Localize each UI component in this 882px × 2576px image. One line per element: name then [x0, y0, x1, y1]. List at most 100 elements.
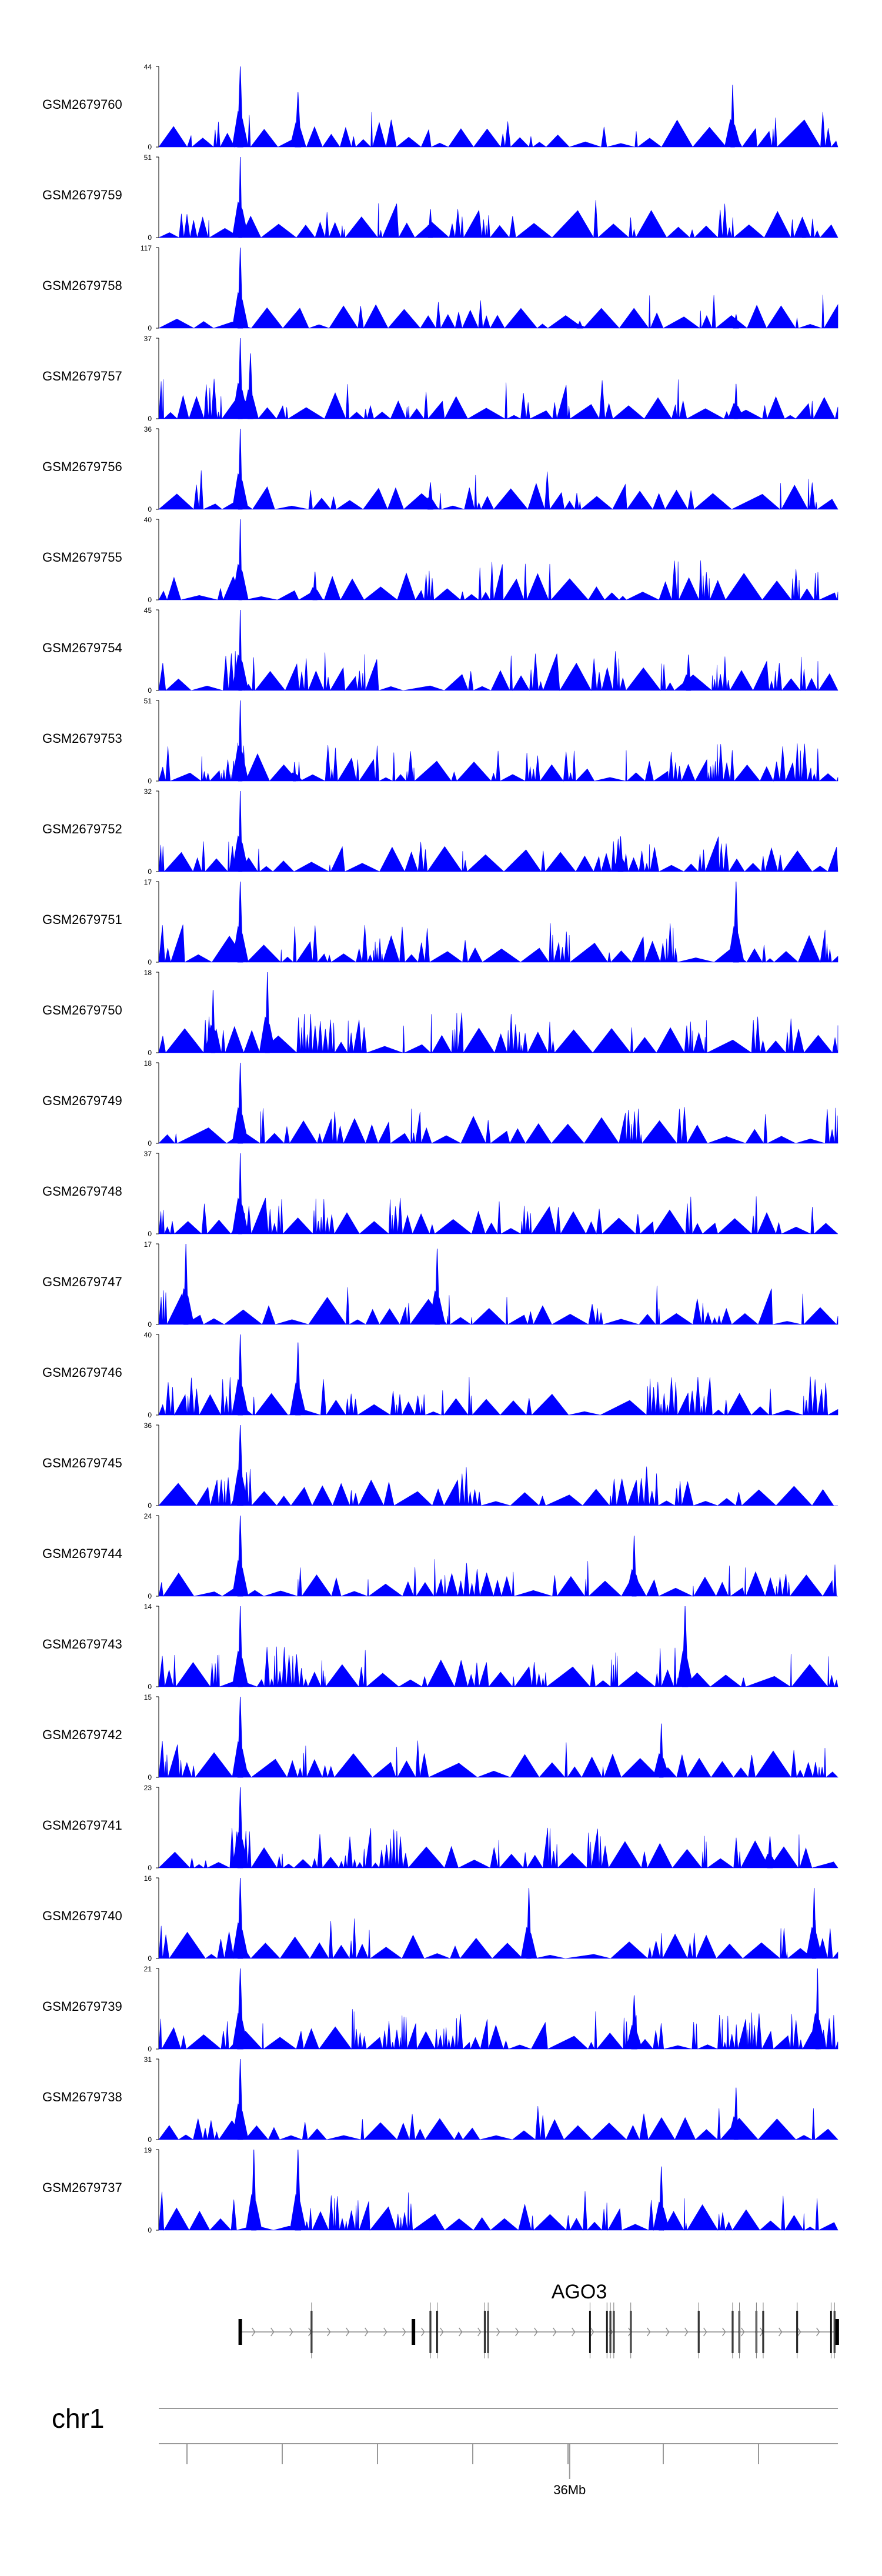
coverage-peak-shoulder: [809, 2013, 826, 2049]
coverage-area: [158, 1376, 838, 1416]
coverage-area: [158, 295, 838, 329]
coverage-area: [158, 2191, 838, 2231]
strand-arrow: [534, 2327, 538, 2337]
track-GSM2679760: GSM2679760 44 0: [42, 63, 838, 151]
track-GSM2679748: GSM2679748 37 0: [42, 1150, 838, 1238]
y-min-label: 0: [148, 1773, 152, 1781]
coverage-area: [158, 836, 838, 873]
coverage-peak-shoulder: [232, 1379, 249, 1415]
y-min-label: 0: [148, 2045, 152, 2053]
strand-arrow: [346, 2327, 350, 2337]
track-label: GSM2679748: [42, 1184, 122, 1199]
y-min-label: 0: [148, 596, 152, 604]
strand-arrow: [383, 2327, 387, 2337]
exon: [238, 2319, 242, 2345]
coverage-peak-shoulder: [232, 201, 249, 238]
y-max-label: 19: [144, 2146, 152, 2154]
y-max-label: 51: [144, 697, 152, 705]
coverage-peak-shoulder: [245, 2194, 262, 2230]
strand-arrow: [496, 2327, 500, 2337]
coverage-peak-shoulder: [259, 1016, 276, 1053]
strand-arrow: [797, 2327, 801, 2337]
gene-name-label: AGO3: [552, 2281, 607, 2303]
strand-arrow: [553, 2327, 557, 2337]
track-GSM2679755: GSM2679755 40 0: [42, 516, 838, 604]
track-label: GSM2679753: [42, 731, 122, 746]
coverage-area: [158, 1286, 838, 1326]
y-min-label: 0: [148, 1864, 152, 1872]
track-label: GSM2679750: [42, 1003, 122, 1017]
coverage-peak-shoulder: [232, 654, 249, 690]
y-min-label: 0: [148, 233, 152, 242]
strand-arrow: [365, 2327, 369, 2337]
track-GSM2679752: GSM2679752 32 0: [42, 788, 838, 876]
y-max-label: 14: [144, 1603, 152, 1611]
track-label: GSM2679746: [42, 1365, 122, 1380]
track-label: GSM2679759: [42, 188, 122, 202]
coverage-peak-shoulder: [232, 1922, 249, 1958]
y-max-label: 24: [144, 1512, 152, 1520]
coverage-peak-shoulder: [724, 119, 741, 147]
track-GSM2679751: GSM2679751 17 0: [42, 878, 838, 966]
coverage-peak-shoulder: [626, 1569, 643, 1596]
track-GSM2679759: GSM2679759 51 0: [42, 154, 838, 242]
track-label: GSM2679740: [42, 1908, 122, 1923]
track-GSM2679743: GSM2679743 14 0: [42, 1603, 838, 1691]
y-min-label: 0: [148, 324, 152, 332]
y-min-label: 0: [148, 1049, 152, 1057]
track-GSM2679739: GSM2679739 21 0: [42, 1965, 838, 2053]
track-label: GSM2679755: [42, 550, 122, 565]
gene-model-track: AGO3: [238, 2281, 839, 2358]
track-label: GSM2679743: [42, 1637, 122, 1651]
track-GSM2679754: GSM2679754 45 0: [42, 606, 838, 695]
y-min-label: 0: [148, 1683, 152, 1691]
strand-arrow: [779, 2327, 783, 2337]
track-GSM2679758: GSM2679758 117 0: [42, 244, 838, 332]
y-max-label: 21: [144, 1965, 152, 1973]
y-min-label: 0: [148, 1501, 152, 1510]
track-GSM2679747: GSM2679747 17 0: [42, 1240, 838, 1329]
track-label: GSM2679757: [42, 369, 122, 383]
track-GSM2679756: GSM2679756 36 0: [42, 425, 838, 513]
coverage-peak-shoulder: [422, 497, 439, 509]
track-GSM2679753: GSM2679753 51 0: [42, 697, 838, 785]
axis-tick-label: 36Mb: [553, 2482, 586, 2497]
strand-arrow: [572, 2327, 576, 2337]
coverage-peak-shoulder: [232, 926, 249, 962]
coverage-area: [158, 1107, 838, 1144]
track-GSM2679757: GSM2679757 37 0: [42, 335, 838, 423]
track-label: GSM2679738: [42, 2090, 122, 2104]
strand-arrow: [270, 2327, 275, 2337]
coverage-peak-shoulder: [289, 1382, 306, 1415]
y-min-label: 0: [148, 958, 152, 966]
y-min-label: 0: [148, 505, 152, 513]
y-max-label: 15: [144, 1693, 152, 1701]
strand-arrow: [477, 2327, 482, 2337]
coverage-area: [158, 200, 838, 239]
coverage-peak-shoulder: [727, 2116, 744, 2140]
track-label: GSM2679749: [42, 1093, 122, 1108]
coverage-area: [158, 2009, 838, 2050]
y-max-label: 51: [144, 154, 152, 162]
strand-arrow: [440, 2327, 444, 2337]
track-GSM2679749: GSM2679749 18 0: [42, 1059, 838, 1147]
strand-arrow: [722, 2327, 726, 2337]
y-max-label: 16: [144, 1874, 152, 1883]
coverage-area: [158, 1827, 838, 1869]
y-max-label: 40: [144, 516, 152, 524]
y-min-label: 0: [148, 1230, 152, 1238]
coverage-peak-shoulder: [286, 772, 303, 781]
strand-arrow: [666, 2327, 670, 2337]
y-min-label: 0: [148, 1320, 152, 1329]
track-label: GSM2679745: [42, 1456, 122, 1470]
y-min-label: 0: [148, 143, 152, 151]
track-label: GSM2679742: [42, 1727, 122, 1742]
y-min-label: 0: [148, 686, 152, 695]
coverage-peak-shoulder: [653, 1753, 670, 1777]
y-min-label: 0: [148, 2226, 152, 2234]
coverage-peak-shoulder: [232, 292, 249, 328]
y-min-label: 0: [148, 1954, 152, 1963]
strand-arrow: [684, 2327, 689, 2337]
coverage-peak-shoulder: [612, 856, 629, 872]
